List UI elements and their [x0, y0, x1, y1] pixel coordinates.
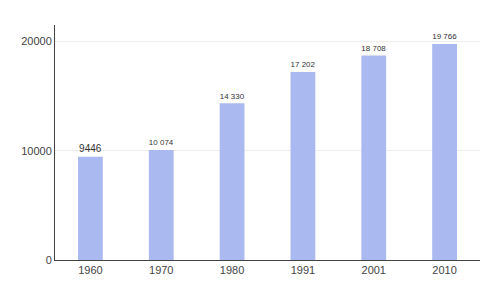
svg-text:1980: 1980	[220, 264, 244, 276]
svg-text:9446: 9446	[79, 143, 102, 154]
svg-text:10 074: 10 074	[149, 138, 174, 147]
svg-text:1991: 1991	[291, 264, 315, 276]
svg-text:19 766: 19 766	[432, 32, 457, 41]
svg-text:0: 0	[46, 254, 52, 266]
svg-text:18 708: 18 708	[361, 44, 386, 53]
svg-text:2010: 2010	[432, 264, 456, 276]
svg-text:20000: 20000	[21, 35, 52, 47]
svg-text:1960: 1960	[78, 264, 102, 276]
svg-text:2001: 2001	[362, 264, 386, 276]
svg-text:1970: 1970	[149, 264, 173, 276]
svg-text:10000: 10000	[21, 145, 52, 157]
svg-text:14 330: 14 330	[220, 92, 245, 101]
svg-text:17 202: 17 202	[291, 60, 316, 69]
